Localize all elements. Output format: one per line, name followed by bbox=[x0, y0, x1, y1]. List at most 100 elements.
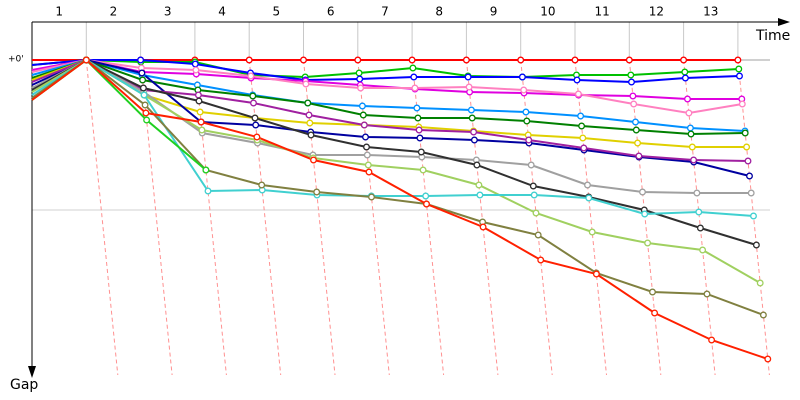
data-point bbox=[632, 126, 640, 134]
data-point bbox=[409, 64, 417, 72]
data-point bbox=[462, 56, 470, 64]
data-point bbox=[517, 56, 525, 64]
data-point bbox=[537, 256, 545, 264]
data-point bbox=[579, 134, 587, 142]
data-point bbox=[198, 126, 206, 134]
data-point bbox=[681, 74, 689, 82]
data-point bbox=[354, 56, 362, 64]
data-point bbox=[363, 143, 370, 151]
data-point bbox=[470, 136, 478, 144]
data-point bbox=[764, 355, 772, 363]
data-point bbox=[304, 99, 312, 107]
data-point bbox=[703, 290, 711, 298]
data-point bbox=[422, 192, 430, 200]
data-point bbox=[686, 124, 694, 132]
x-tick-label: 7 bbox=[381, 5, 389, 19]
data-point bbox=[520, 86, 528, 94]
data-point bbox=[258, 181, 266, 189]
data-point bbox=[687, 130, 695, 138]
y-tick-label: +0' bbox=[8, 55, 24, 65]
lap-separator bbox=[628, 59, 662, 376]
data-point bbox=[708, 336, 716, 344]
data-point bbox=[578, 122, 586, 130]
data-point bbox=[310, 156, 317, 164]
data-point bbox=[413, 104, 421, 112]
data-point bbox=[356, 75, 364, 83]
data-point bbox=[476, 191, 484, 199]
data-point bbox=[588, 228, 596, 236]
data-point bbox=[141, 101, 149, 109]
data-point bbox=[305, 111, 313, 119]
data-point bbox=[417, 148, 425, 156]
data-point bbox=[681, 68, 689, 76]
data-point bbox=[313, 188, 321, 196]
data-point bbox=[139, 84, 147, 92]
data-point bbox=[414, 114, 422, 122]
x-tick-label: 2 bbox=[110, 5, 118, 19]
data-point bbox=[249, 92, 257, 100]
data-point bbox=[680, 56, 688, 64]
data-point bbox=[651, 309, 659, 317]
data-point bbox=[690, 156, 698, 164]
x-tick-label: 5 bbox=[273, 5, 281, 19]
y-axis-label: Gap bbox=[10, 377, 38, 393]
data-point bbox=[202, 166, 210, 174]
x-tick-label: 13 bbox=[703, 5, 718, 19]
data-point bbox=[734, 56, 742, 64]
data-point bbox=[467, 106, 475, 114]
data-point bbox=[684, 95, 691, 103]
series-line bbox=[31, 58, 746, 132]
data-point bbox=[518, 73, 526, 81]
data-point bbox=[573, 76, 581, 84]
data-point bbox=[634, 139, 642, 147]
data-point bbox=[695, 208, 703, 216]
x-tick-label: 11 bbox=[595, 5, 610, 19]
data-point bbox=[204, 187, 212, 195]
data-point bbox=[197, 118, 205, 126]
data-point bbox=[251, 114, 259, 122]
data-point bbox=[465, 83, 473, 91]
x-tick-label: 1 bbox=[55, 5, 63, 19]
data-point bbox=[641, 210, 649, 218]
series-line bbox=[31, 59, 740, 84]
data-point bbox=[423, 200, 430, 208]
x-axis-arrow bbox=[778, 18, 790, 26]
data-point bbox=[142, 109, 150, 117]
data-point bbox=[752, 241, 760, 249]
series-line bbox=[31, 58, 769, 360]
data-point bbox=[649, 288, 656, 296]
data-point bbox=[306, 119, 314, 127]
series-line bbox=[31, 58, 750, 177]
data-point bbox=[529, 182, 537, 190]
data-point bbox=[137, 56, 145, 64]
data-point bbox=[632, 118, 639, 126]
data-point bbox=[628, 78, 635, 86]
lap-separator bbox=[411, 59, 445, 376]
data-point bbox=[747, 189, 755, 197]
data-point bbox=[527, 161, 535, 169]
data-point bbox=[639, 188, 646, 196]
data-point bbox=[630, 100, 638, 108]
data-point bbox=[252, 121, 260, 129]
data-point bbox=[247, 72, 255, 80]
data-point bbox=[357, 84, 365, 92]
data-point bbox=[194, 91, 202, 99]
data-point bbox=[738, 100, 746, 108]
data-point bbox=[365, 168, 373, 176]
data-point bbox=[192, 66, 200, 74]
data-point bbox=[307, 131, 315, 139]
series-line bbox=[31, 58, 757, 246]
data-point bbox=[196, 108, 204, 116]
data-point bbox=[744, 157, 752, 165]
data-point bbox=[362, 133, 369, 141]
data-point bbox=[479, 223, 487, 231]
data-point bbox=[416, 134, 424, 142]
data-point bbox=[245, 56, 253, 64]
data-point bbox=[143, 116, 151, 124]
data-point bbox=[532, 209, 540, 217]
data-point bbox=[355, 69, 363, 77]
x-tick-label: 4 bbox=[218, 5, 226, 19]
series-line bbox=[31, 58, 761, 284]
data-point bbox=[644, 239, 652, 247]
